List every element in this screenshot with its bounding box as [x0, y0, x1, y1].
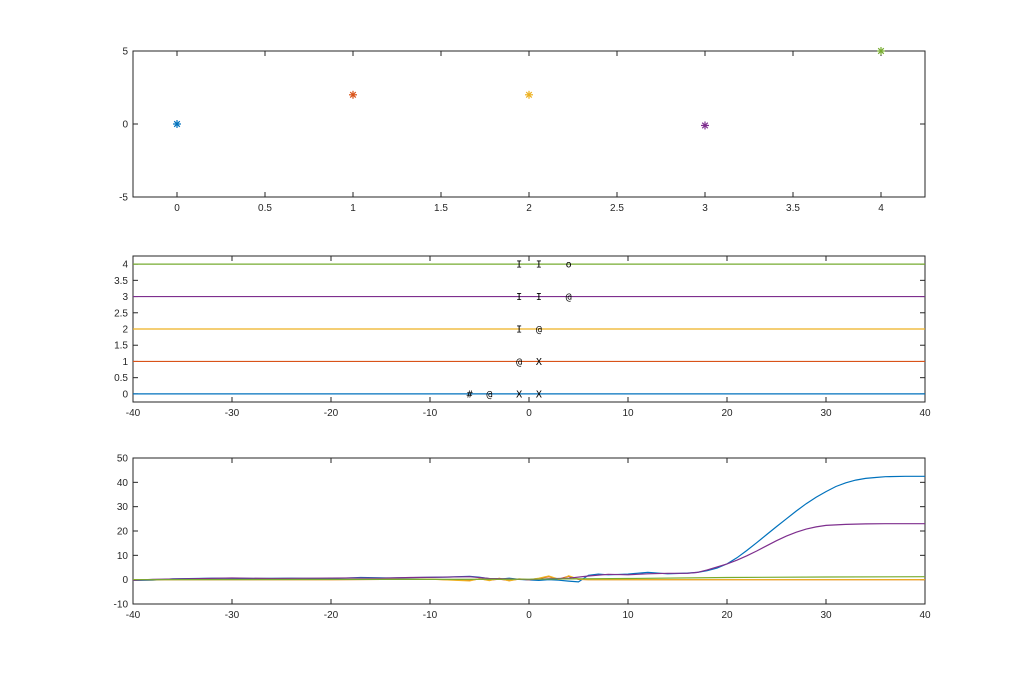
- x-tick-label: 0.5: [258, 203, 272, 214]
- annotation-marker: I: [516, 325, 522, 336]
- x-tick-label: 3.5: [786, 203, 800, 214]
- x-tick-label: 0: [526, 408, 532, 419]
- star-stroke: [701, 122, 709, 129]
- scatter-point: [349, 90, 357, 99]
- annotation-marker: @: [486, 389, 492, 400]
- y-tick-label: 3: [122, 292, 128, 303]
- axes-2: -40 -30 -20 -10 0 10 20 30 40 0 0.5 1 1.5 2 2.5 3 3.5 4 # @…: [114, 255, 931, 419]
- annotation-marker: #: [467, 389, 473, 400]
- scatter-point: [701, 121, 709, 130]
- x-tick-label: 4: [878, 203, 884, 214]
- annotation-marker: I: [536, 260, 542, 271]
- x-tick-label: 2.5: [610, 203, 624, 214]
- plots-group: 0 0.5 1 1.5 2 2.5 3 3.5 4-505-40 -30 -20 -10 0 10 20 30…: [114, 47, 931, 622]
- scatter-point: [173, 120, 181, 128]
- star-stroke: [525, 91, 533, 99]
- x-tick-label: -10: [423, 408, 438, 419]
- x-tick-label: 40: [919, 610, 931, 621]
- x-tick-label: 3: [702, 203, 708, 214]
- annotation-marker: @: [516, 357, 522, 368]
- x-tick-label: -30: [225, 610, 240, 621]
- annotation-marker: X: [536, 389, 542, 400]
- y-tick-label: 20: [117, 527, 129, 538]
- x-tick-label: 0: [526, 610, 532, 621]
- y-tick-label: -5: [119, 193, 128, 204]
- annotation-marker: @: [536, 325, 542, 336]
- x-tick-label: 30: [820, 408, 832, 419]
- x-tick-label: 20: [721, 610, 733, 621]
- x-tick-label: 10: [622, 610, 634, 621]
- y-tick-label: 2.5: [114, 308, 128, 319]
- x-tick-label: -30: [225, 408, 240, 419]
- x-tick-label: 1: [350, 203, 356, 214]
- annotation-marker: X: [536, 357, 542, 368]
- annotation-marker: I: [516, 292, 522, 303]
- y-tick-label: 0: [122, 575, 128, 586]
- star-stroke: [877, 47, 885, 55]
- x-tick-label: -20: [324, 408, 339, 419]
- series-line: [133, 576, 925, 581]
- y-tick-label: 0: [122, 389, 128, 400]
- x-tick-label: 20: [721, 408, 733, 419]
- y-tick-label: 50: [117, 454, 129, 465]
- y-tick-label: 40: [117, 478, 129, 489]
- y-tick-label: 0: [122, 120, 128, 131]
- x-tick-label: -40: [126, 408, 141, 419]
- series-line: [133, 523, 925, 581]
- x-tick-label: -40: [126, 610, 141, 621]
- y-tick-label: 1.5: [114, 341, 128, 352]
- y-tick-label: 3.5: [114, 276, 128, 287]
- x-tick-label: -10: [423, 610, 438, 621]
- y-tick-label: -10: [114, 600, 129, 611]
- y-tick-label: 10: [117, 551, 129, 562]
- y-tick-label: 30: [117, 502, 129, 513]
- annotation-marker: I: [536, 292, 542, 303]
- x-tick-label: 1.5: [434, 203, 448, 214]
- scatter-point: [525, 90, 533, 99]
- scatter-point: [877, 47, 885, 55]
- y-tick-label: 1: [122, 357, 128, 368]
- annotation-marker: o: [566, 260, 572, 271]
- axes-1: 0 0.5 1 1.5 2 2.5 3 3.5 4 -5 0 5: [119, 47, 926, 214]
- y-tick-label: 4: [122, 260, 128, 271]
- x-tick-label: 10: [622, 408, 634, 419]
- x-tick-label: 40: [919, 408, 931, 419]
- x-tick-label: 30: [820, 610, 832, 621]
- annotation-marker: I: [516, 260, 522, 271]
- y-tick-label: 2: [122, 325, 128, 336]
- x-tick-label: 2: [526, 203, 532, 214]
- x-tick-label: 0: [174, 203, 180, 214]
- y-tick-label: 0.5: [114, 373, 128, 384]
- annotation-marker: X: [516, 389, 522, 400]
- x-tick-label: -20: [324, 610, 339, 621]
- axes-3: -40 -30 -20 -10 0 10 20 30 40 -10 0 10 20 30 40 50: [114, 454, 931, 622]
- star-stroke: [349, 91, 357, 99]
- annotation-marker: @: [566, 292, 572, 303]
- y-tick-label: 5: [122, 47, 128, 58]
- star-stroke: [173, 120, 181, 128]
